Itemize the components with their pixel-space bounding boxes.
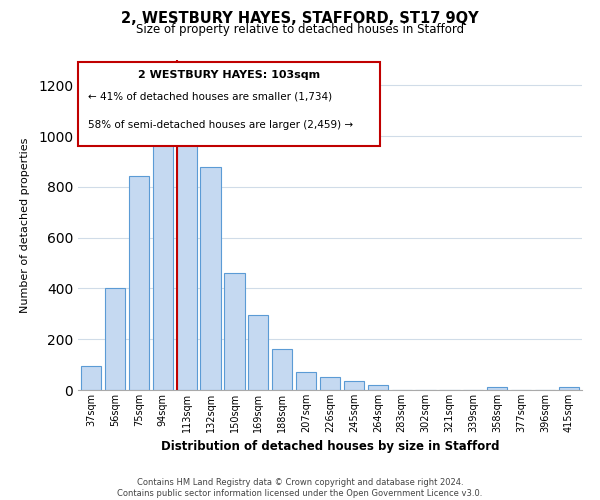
Text: 58% of semi-detached houses are larger (2,459) →: 58% of semi-detached houses are larger (…: [88, 120, 353, 130]
Bar: [248, 315, 268, 390]
Text: 2 WESTBURY HAYES: 103sqm: 2 WESTBURY HAYES: 103sqm: [138, 70, 320, 80]
FancyBboxPatch shape: [78, 62, 380, 146]
Bar: [296, 372, 316, 390]
Bar: [272, 350, 292, 390]
Bar: [176, 144, 197, 390]
Text: Size of property relative to detached houses in Stafford: Size of property relative to detached ho…: [136, 22, 464, 36]
Bar: [344, 381, 364, 390]
Y-axis label: Number of detached properties: Number of detached properties: [20, 138, 29, 312]
X-axis label: Distribution of detached houses by size in Stafford: Distribution of detached houses by size …: [161, 440, 499, 454]
Bar: [152, 145, 173, 390]
Bar: [487, 388, 508, 390]
Bar: [129, 176, 149, 390]
Text: 2, WESTBURY HAYES, STAFFORD, ST17 9QY: 2, WESTBURY HAYES, STAFFORD, ST17 9QY: [121, 11, 479, 26]
Bar: [559, 388, 579, 390]
Bar: [320, 377, 340, 390]
Bar: [81, 366, 101, 390]
Bar: [200, 166, 221, 390]
Bar: [224, 273, 245, 390]
Text: Contains HM Land Registry data © Crown copyright and database right 2024.
Contai: Contains HM Land Registry data © Crown c…: [118, 478, 482, 498]
Text: ← 41% of detached houses are smaller (1,734): ← 41% of detached houses are smaller (1,…: [88, 92, 332, 102]
Bar: [368, 386, 388, 390]
Bar: [105, 288, 125, 390]
